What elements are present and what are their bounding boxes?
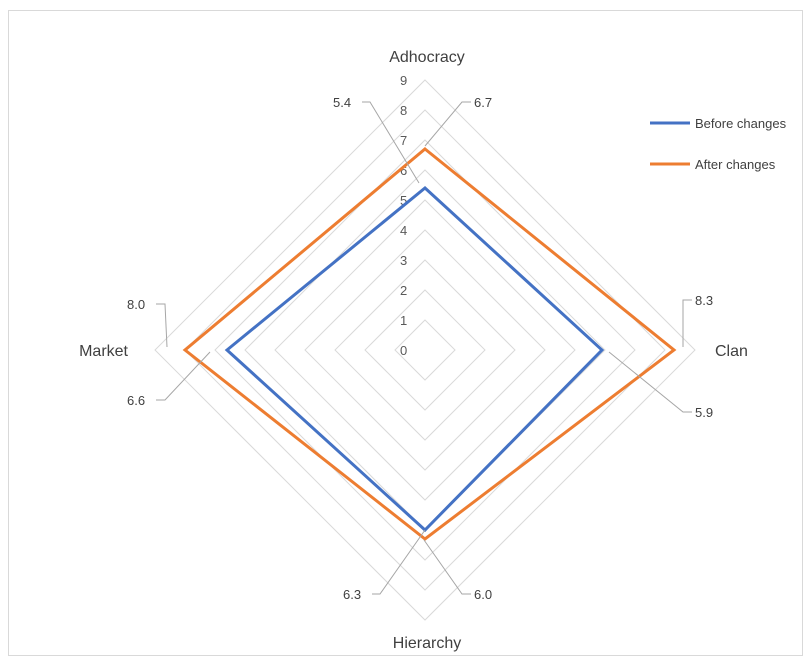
radial-tick-label: 9 [400,73,407,88]
radial-tick-label: 4 [400,223,407,238]
grid-ring [154,79,696,621]
data-label-before-market: 6.6 [127,393,145,408]
grid-ring [274,199,576,501]
grid-ring [304,229,546,471]
axis-label-market: Market [79,343,128,360]
legend-label-after: After changes [695,157,776,172]
grid-ring [334,259,516,441]
chart-frame [8,10,803,656]
axis-label-hierarchy: Hierarchy [393,635,461,652]
radial-tick-label: 6 [400,163,407,178]
data-label-before-clan: 5.9 [695,405,713,420]
grid-ring [184,109,666,591]
radial-tick-label: 3 [400,253,407,268]
radial-tick-label: 1 [400,313,407,328]
leader-after-clan [682,299,692,347]
leader-before-clan [608,351,692,413]
leader-after-adhocracy [424,101,471,147]
leader-after-market [156,303,168,348]
radial-tick-label: 8 [400,103,407,118]
legend: Before changes After changes [650,116,787,172]
data-label-after-market: 8.0 [127,297,145,312]
grid-ring [364,289,486,411]
radial-tick-labels: 0 1 2 3 4 5 6 7 8 9 [400,73,407,358]
leader-before-market [156,351,211,401]
series-polygons [182,147,677,541]
series-after-changes [182,147,677,541]
grid-ring [214,139,636,561]
leader-after-hierarchy [372,529,426,595]
radial-tick-label: 5 [400,193,407,208]
data-labels: 5.4 6.7 8.3 5.9 6.0 6.3 8.0 6.6 [127,95,713,602]
data-label-after-clan: 8.3 [695,293,713,308]
radial-tick-label: 0 [400,343,407,358]
legend-label-before: Before changes [695,116,787,131]
data-label-leaders [156,101,692,595]
data-label-after-hierarchy: 6.3 [343,587,361,602]
axis-labels: Adhocracy Clan Hierarchy Market [79,49,748,652]
data-label-before-hierarchy: 6.0 [474,587,492,602]
radial-tick-label: 2 [400,283,407,298]
data-label-before-adhocracy: 5.4 [333,95,351,110]
radial-tick-label: 7 [400,133,407,148]
leader-before-adhocracy [362,101,420,184]
grid-ring [394,319,456,381]
leader-before-hierarchy [423,539,471,595]
axis-label-clan: Clan [715,343,748,360]
grid-ring [244,169,606,531]
axis-label-adhocracy: Adhocracy [389,49,465,66]
data-label-after-adhocracy: 6.7 [474,95,492,110]
